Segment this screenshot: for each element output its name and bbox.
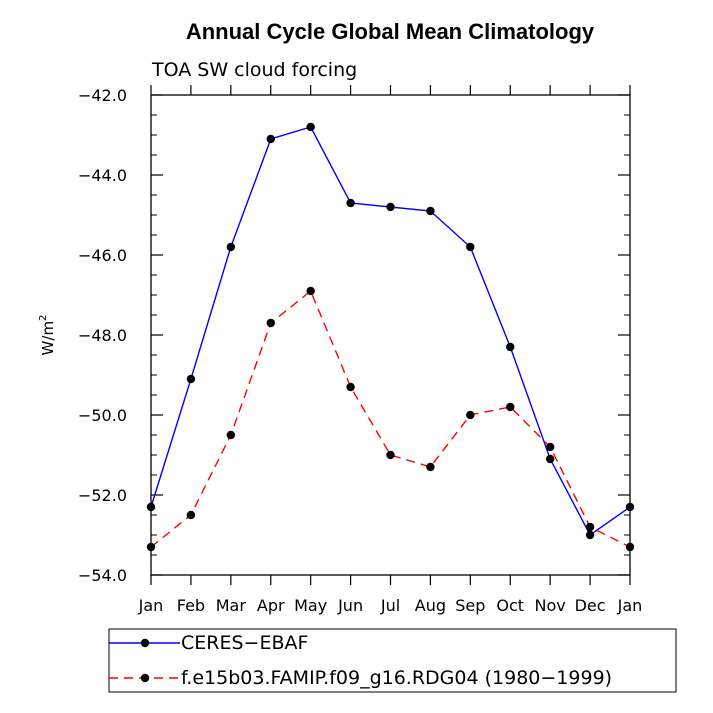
data-point-series-1: [266, 134, 275, 144]
data-point-series-1: [466, 242, 475, 252]
legend: CERES−EBAF f.e15b03.FAMIP.f09_g16.RDG04 (…: [109, 632, 612, 689]
data-point-series-1: [226, 242, 236, 252]
data-point-series-2: [226, 430, 236, 440]
data-point-series-1: [545, 454, 555, 464]
plot-frame: [150, 94, 631, 576]
x-tick-label: Jan: [138, 596, 164, 615]
data-point-series-2: [466, 410, 475, 420]
y-axis: −42.0 −44.0 −46.0 −48.0 −50.0 −52.0 −54.0: [78, 86, 630, 585]
data-point-series-1: [625, 502, 635, 512]
x-tick-label: Mar: [216, 596, 247, 615]
series-line-1: [150, 126, 631, 537]
legend-box: [108, 628, 677, 693]
x-tick-label: Jan: [617, 596, 643, 615]
x-tick-label: Jun: [337, 596, 363, 615]
y-axis-label: W/m2: [38, 315, 57, 356]
data-point-series-1: [146, 502, 156, 512]
data-point-series-1: [306, 122, 315, 132]
y-tick-label: −44.0: [78, 166, 127, 185]
x-tick-label: Apr: [257, 596, 285, 615]
data-point-series-1: [386, 202, 395, 212]
y-tick-label: −42.0: [78, 86, 127, 105]
data-point-series-2: [146, 542, 156, 552]
x-tick-label: May: [294, 596, 327, 615]
series-layer: [146, 122, 635, 552]
x-tick-label: Aug: [415, 596, 446, 615]
data-point-series-2: [545, 442, 555, 452]
legend-label-2: f.e15b03.FAMIP.f09_g16.RDG04 (1980−1999): [181, 667, 612, 689]
data-point-series-1: [506, 342, 515, 352]
x-tick-label: Oct: [496, 596, 524, 615]
y-tick-label: −52.0: [78, 486, 127, 505]
x-tick-label: Nov: [535, 596, 566, 615]
y-axis-label-superscript: 2: [38, 315, 49, 321]
x-tick-label: Sep: [455, 596, 485, 615]
legend-label-1: CERES−EBAF: [181, 632, 308, 654]
data-point-series-1: [585, 530, 595, 540]
legend-marker-2: [140, 673, 150, 683]
data-point-series-2: [386, 450, 395, 460]
y-axis-label-text: W/m: [39, 321, 57, 356]
x-tick-label: Feb: [177, 596, 205, 615]
data-point-series-1: [426, 206, 435, 216]
chart-title: Annual Cycle Global Mean Climatology: [186, 19, 595, 44]
data-point-series-1: [346, 198, 355, 208]
data-point-series-2: [306, 286, 315, 296]
data-point-series-2: [506, 402, 515, 412]
series-line-2: [150, 289, 631, 548]
data-point-series-2: [625, 542, 635, 552]
data-point-series-2: [585, 522, 595, 532]
data-point-series-2: [426, 462, 435, 472]
x-tick-label: Jul: [380, 596, 400, 615]
y-tick-label: −48.0: [78, 326, 127, 345]
y-tick-label: −50.0: [78, 406, 127, 425]
y-tick-label: −46.0: [78, 246, 127, 265]
data-point-series-2: [186, 510, 196, 520]
legend-marker-1: [140, 638, 150, 648]
y-tick-label: −54.0: [78, 566, 127, 585]
chart-subtitle: TOA SW cloud forcing: [151, 59, 357, 81]
data-point-series-1: [186, 374, 196, 384]
x-tick-label: Dec: [575, 596, 606, 615]
data-point-series-2: [346, 382, 355, 392]
x-axis: Jan Feb Mar Apr May Jun Jul Aug Sep Oct Nov Dec Jan: [138, 85, 643, 615]
data-point-series-2: [266, 318, 275, 328]
